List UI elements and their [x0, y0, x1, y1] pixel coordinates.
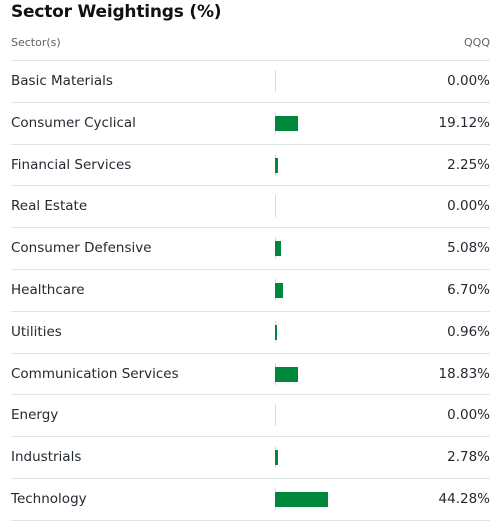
sector-column-header: Sector(s)	[11, 36, 61, 49]
sector-weight-value: 2.25%	[447, 156, 490, 173]
sector-weight-value: 44.28%	[438, 490, 490, 507]
weight-bar	[275, 157, 278, 173]
sector-row: Healthcare 6.70%	[11, 270, 490, 312]
weight-bar-track	[275, 237, 395, 260]
sector-name: Energy	[11, 407, 59, 424]
sector-weight-value: 18.83%	[438, 365, 490, 382]
weight-bar-track	[275, 404, 395, 427]
sector-name: Basic Materials	[11, 73, 113, 89]
sector-weight-value: 0.00%	[447, 407, 490, 424]
weight-bar	[275, 366, 298, 382]
sector-row: Consumer Cyclical 19.12%	[11, 103, 490, 145]
weight-bar-track	[275, 446, 395, 469]
weight-bar-track	[275, 70, 395, 92]
sector-name: Financial Services	[11, 156, 132, 173]
weight-bar	[275, 491, 329, 507]
weight-bar-track	[275, 487, 395, 510]
weight-bar-track	[275, 153, 395, 176]
sector-weight-value: 0.96%	[447, 323, 490, 340]
sector-name: Industrials	[11, 449, 82, 466]
weight-bar-track	[275, 111, 395, 134]
sector-row: Consumer Defensive 5.08%	[11, 228, 490, 270]
sector-name: Communication Services	[11, 365, 179, 382]
weight-bar	[275, 324, 277, 340]
weight-bar	[275, 241, 282, 257]
sector-row: Energy 0.00%	[11, 395, 490, 438]
weight-bar	[275, 450, 279, 466]
sector-weight-value: 2.78%	[447, 449, 490, 466]
sector-row: Basic Materials 0.00%	[11, 61, 490, 103]
sector-row: Communication Services 18.83%	[11, 354, 490, 396]
weight-bar	[275, 282, 284, 298]
sector-name: Healthcare	[11, 281, 85, 298]
panel-title: Sector Weightings (%)	[11, 2, 222, 22]
sector-row: Financial Services 2.25%	[11, 145, 490, 187]
sector-weight-value: 0.00%	[447, 73, 490, 89]
sector-row: Utilities 0.96%	[11, 312, 490, 354]
sector-weight-value: 6.70%	[447, 281, 490, 298]
sector-name: Consumer Cyclical	[11, 114, 136, 131]
bar-baseline	[275, 404, 276, 427]
sector-name: Utilities	[11, 323, 62, 340]
bar-baseline	[275, 70, 276, 92]
sector-row: Technology 44.28%	[11, 479, 490, 521]
sector-weight-value: 5.08%	[447, 240, 490, 257]
sector-weight-value: 0.00%	[447, 198, 490, 215]
weight-bar-track	[275, 362, 395, 385]
weight-bar-track	[275, 320, 395, 343]
sector-name: Consumer Defensive	[11, 240, 152, 257]
bar-baseline	[275, 195, 276, 218]
sector-name: Real Estate	[11, 198, 88, 215]
fund-column-header: QQQ	[464, 36, 490, 49]
sector-row: Industrials 2.78%	[11, 437, 490, 479]
sector-weight-value: 19.12%	[438, 114, 490, 131]
weight-bar-track	[275, 195, 395, 218]
weight-bar	[275, 115, 298, 131]
weight-bar-track	[275, 278, 395, 301]
sector-list: Basic Materials 0.00% Consumer Cyclical 19.…	[11, 61, 490, 521]
table-header: Sector(s) QQQ	[11, 34, 490, 61]
sector-row: Real Estate 0.00%	[11, 186, 490, 229]
sector-name: Technology	[11, 490, 87, 507]
